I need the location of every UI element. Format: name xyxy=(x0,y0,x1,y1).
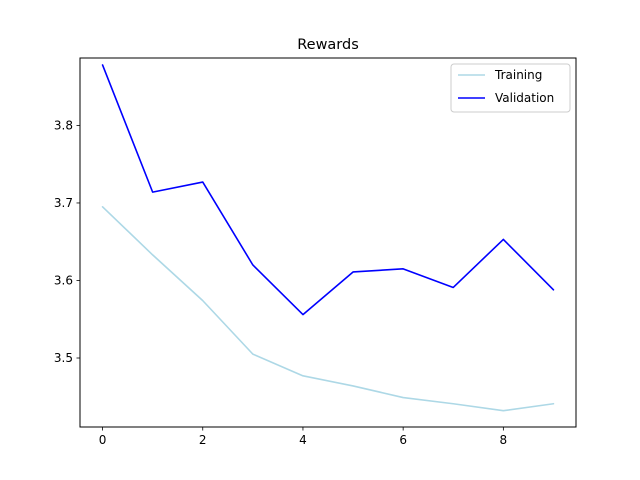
y-tick-label: 3.6 xyxy=(54,273,73,287)
legend: Training Validation xyxy=(450,63,571,113)
y-axis: 3.5 3.6 3.7 3.8 xyxy=(54,118,80,365)
plot-frame xyxy=(79,57,577,428)
series-line-training xyxy=(101,206,555,412)
chart-title: Rewards xyxy=(297,37,359,53)
x-tick-label: 2 xyxy=(199,433,207,447)
x-tick-label: 6 xyxy=(399,433,407,447)
x-tick-label: 8 xyxy=(500,433,508,447)
series-layer xyxy=(101,64,555,412)
x-tick-label: 0 xyxy=(99,433,107,447)
legend-label: Training xyxy=(494,68,542,82)
y-tick-label: 3.8 xyxy=(54,118,73,132)
y-tick-label: 3.5 xyxy=(54,351,73,365)
x-axis: 0 2 4 6 8 xyxy=(99,427,507,447)
y-tick-label: 3.7 xyxy=(54,196,73,210)
legend-label: Validation xyxy=(495,91,554,105)
x-tick-label: 4 xyxy=(299,433,307,447)
series-line-validation xyxy=(101,64,555,316)
legend-box xyxy=(450,63,571,113)
